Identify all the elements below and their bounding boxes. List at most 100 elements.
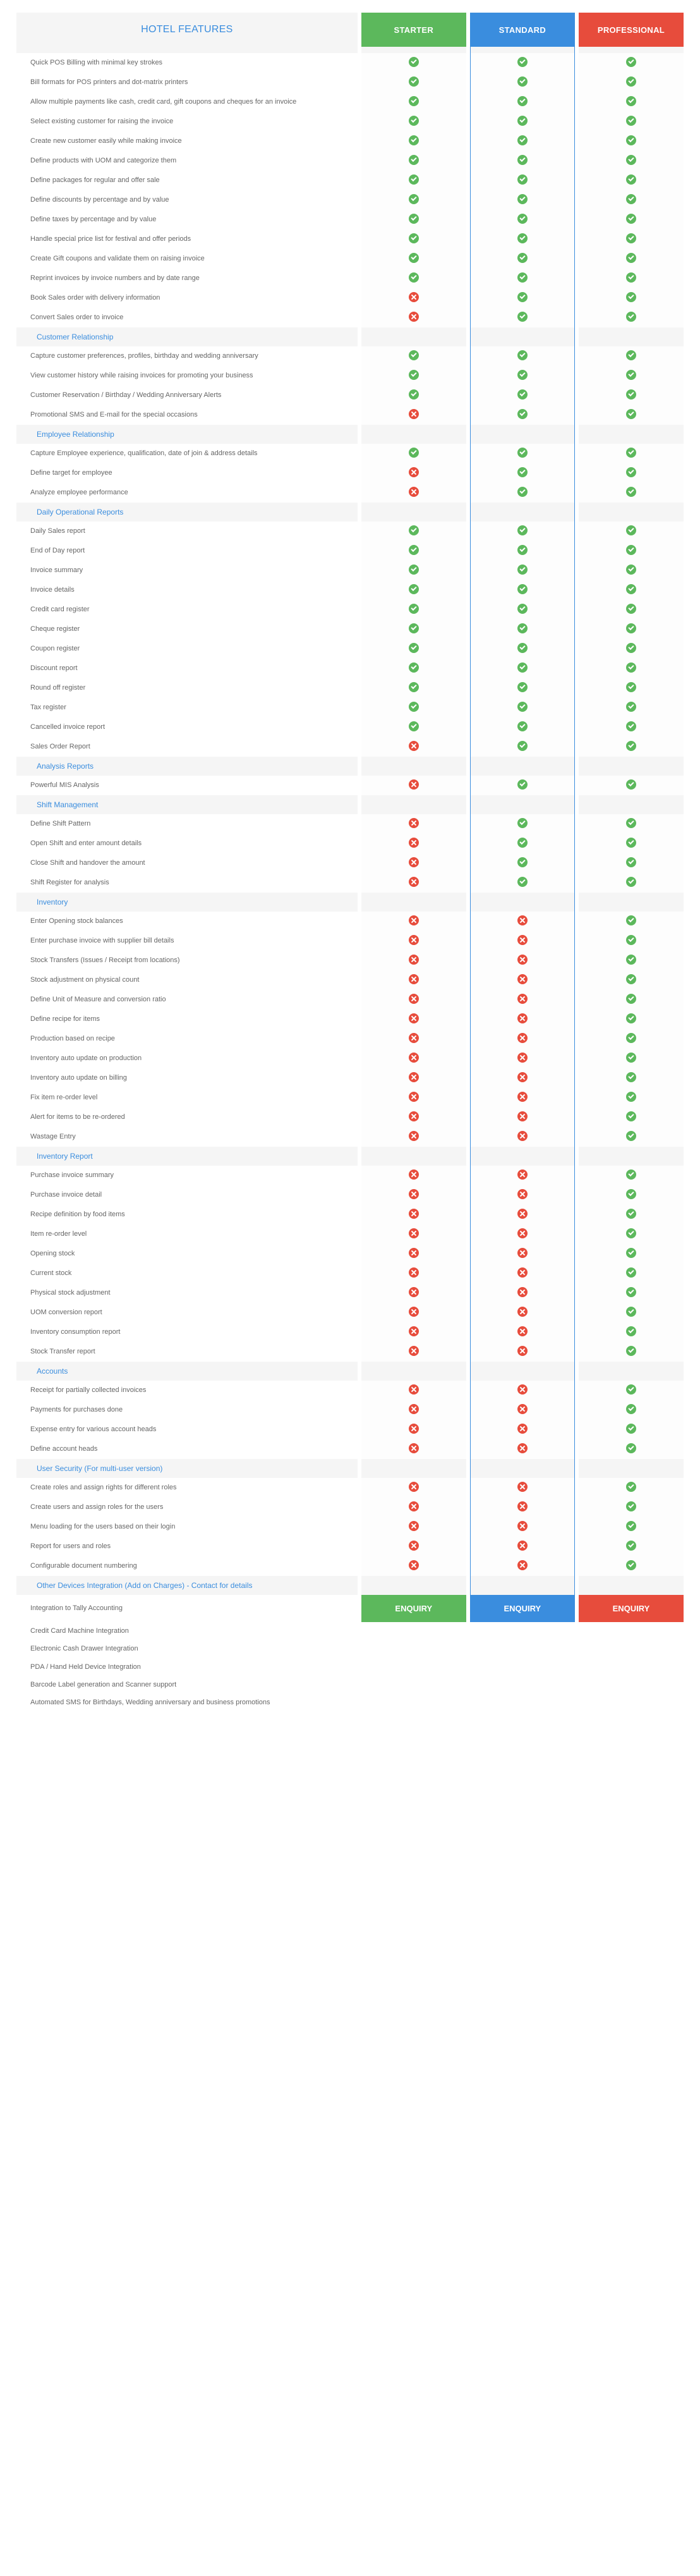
feature-label: Define account heads (16, 1439, 358, 1459)
feature-label: Capture Employee experience, qualificati… (16, 444, 358, 463)
plan-value (361, 1049, 466, 1068)
cross-icon (409, 1521, 419, 1531)
cross-icon (409, 1228, 419, 1238)
section-plan-spacer (579, 757, 684, 776)
check-icon (626, 1541, 636, 1551)
section-plan-spacer (361, 757, 466, 776)
plan-value (579, 659, 684, 678)
plan-value (361, 1127, 466, 1147)
check-icon (626, 643, 636, 653)
check-icon (626, 350, 636, 360)
check-icon (626, 448, 636, 458)
plan-value (579, 1400, 684, 1420)
plan-value (579, 229, 684, 249)
section-plan-spacer (470, 893, 575, 912)
plan-value (470, 600, 575, 620)
cross-icon (409, 1560, 419, 1570)
cross-icon (517, 1326, 528, 1336)
feature-label: Inventory auto update on production (16, 1049, 358, 1068)
enquiry-button-professional[interactable]: ENQUIRY (579, 1595, 684, 1622)
plan-value (361, 834, 466, 853)
section-title: Employee Relationship (16, 425, 358, 444)
feature-label: Create users and assign roles for the us… (16, 1498, 358, 1517)
plan-value (579, 1420, 684, 1439)
check-icon (517, 253, 528, 263)
feature-label: Open Shift and enter amount details (16, 834, 358, 853)
plan-value (470, 151, 575, 171)
check-icon (517, 448, 528, 458)
plan-value (470, 1478, 575, 1498)
plan-value (361, 951, 466, 970)
plan-value (579, 288, 684, 308)
check-icon (626, 1443, 636, 1453)
plan-value (470, 171, 575, 190)
feature-label: Configurable document numbering (16, 1556, 358, 1576)
plan-value (579, 737, 684, 757)
plan-value (470, 814, 575, 834)
plan-value (579, 990, 684, 1010)
cross-icon (517, 1443, 528, 1453)
check-icon (626, 623, 636, 633)
plan-value (470, 951, 575, 970)
cross-icon (517, 1346, 528, 1356)
section-plan-spacer (361, 893, 466, 912)
feature-label: Credit Card Machine Integration (16, 1622, 358, 1640)
plan-value (361, 717, 466, 737)
feature-label: Define packages for regular and offer sa… (16, 171, 358, 190)
plan-value (579, 53, 684, 73)
section-plan-spacer (579, 1576, 684, 1595)
enquiry-button-starter[interactable]: ENQUIRY (361, 1595, 466, 1622)
plan-value (361, 698, 466, 717)
plan-value (470, 131, 575, 151)
check-icon (517, 779, 528, 790)
cross-icon (409, 1033, 419, 1043)
feature-label: Fix item re-order level (16, 1088, 358, 1108)
cross-icon (409, 487, 419, 497)
plan-value (470, 483, 575, 503)
plan-value (470, 1498, 575, 1517)
check-icon (626, 1384, 636, 1395)
cross-icon (409, 994, 419, 1004)
section-title: Customer Relationship (16, 327, 358, 346)
check-icon (409, 214, 419, 224)
plan-value (470, 1400, 575, 1420)
plan-value (361, 171, 466, 190)
check-icon (626, 1501, 636, 1511)
feature-label: Recipe definition by food items (16, 1205, 358, 1224)
cross-icon (409, 838, 419, 848)
plan-value (579, 931, 684, 951)
feature-label: Customer Reservation / Birthday / Weddin… (16, 386, 358, 405)
plan-value (579, 346, 684, 366)
plan-value (470, 678, 575, 698)
plan-value (470, 1068, 575, 1088)
check-icon (626, 233, 636, 243)
cross-icon (517, 994, 528, 1004)
cross-icon (517, 1209, 528, 1219)
feature-label: Wastage Entry (16, 1127, 358, 1147)
cross-icon (409, 974, 419, 984)
check-icon (409, 584, 419, 594)
check-icon (517, 312, 528, 322)
enquiry-button-standard[interactable]: ENQUIRY (470, 1595, 575, 1622)
check-icon (626, 253, 636, 263)
plan-value (361, 210, 466, 229)
section-title: Accounts (16, 1362, 358, 1381)
plan-value (470, 1537, 575, 1556)
plan-value (470, 1088, 575, 1108)
section-plan-spacer (361, 795, 466, 814)
section-plan-spacer (579, 425, 684, 444)
plan-value (470, 288, 575, 308)
plan-value (470, 112, 575, 131)
cross-icon (409, 857, 419, 867)
plan-value (470, 1185, 575, 1205)
plan-value (361, 931, 466, 951)
feature-label: Electronic Cash Drawer Integration (16, 1640, 358, 1657)
cross-icon (517, 1521, 528, 1531)
check-icon (626, 818, 636, 828)
feature-label: Tax register (16, 698, 358, 717)
plan-value (470, 1381, 575, 1400)
plan-value (579, 1088, 684, 1108)
cross-icon (517, 1092, 528, 1102)
feature-label: Menu loading for the users based on thei… (16, 1517, 358, 1537)
check-icon (409, 448, 419, 458)
